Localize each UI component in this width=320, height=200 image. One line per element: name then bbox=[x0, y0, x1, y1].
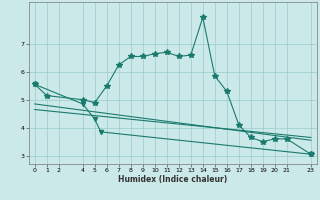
X-axis label: Humidex (Indice chaleur): Humidex (Indice chaleur) bbox=[118, 175, 228, 184]
